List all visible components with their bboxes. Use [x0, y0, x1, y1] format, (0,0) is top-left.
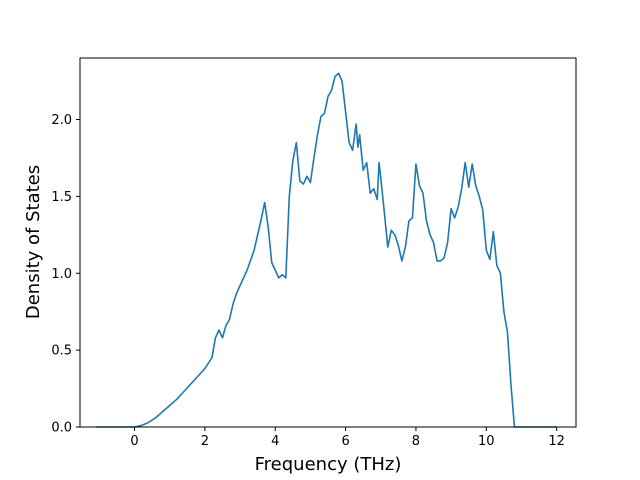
- ticks-layer: 0 2 4 6 8 10 12 0.0 0.5 1.0 1.5 2.0: [51, 113, 565, 449]
- y-tick-label: 1.0: [51, 267, 72, 282]
- y-tick-label: 0.5: [51, 344, 72, 359]
- x-tick-label: 6: [341, 434, 349, 449]
- y-tick-label: 1.5: [51, 190, 72, 205]
- x-tick-label: 0: [130, 434, 138, 449]
- x-tick-label: 2: [201, 434, 209, 449]
- dos-series-line: [95, 72, 557, 428]
- x-tick-label: 4: [271, 434, 279, 449]
- plot-frame: [79, 57, 577, 428]
- y-tick-label: 0.0: [51, 421, 72, 436]
- x-tick-label: 12: [548, 434, 565, 449]
- x-tick-label: 10: [478, 434, 495, 449]
- y-axis-label: Density of States: [23, 165, 44, 319]
- x-tick-label: 8: [412, 434, 420, 449]
- y-tick-label: 2.0: [51, 113, 72, 128]
- x-axis-label: Frequency (THz): [255, 454, 402, 475]
